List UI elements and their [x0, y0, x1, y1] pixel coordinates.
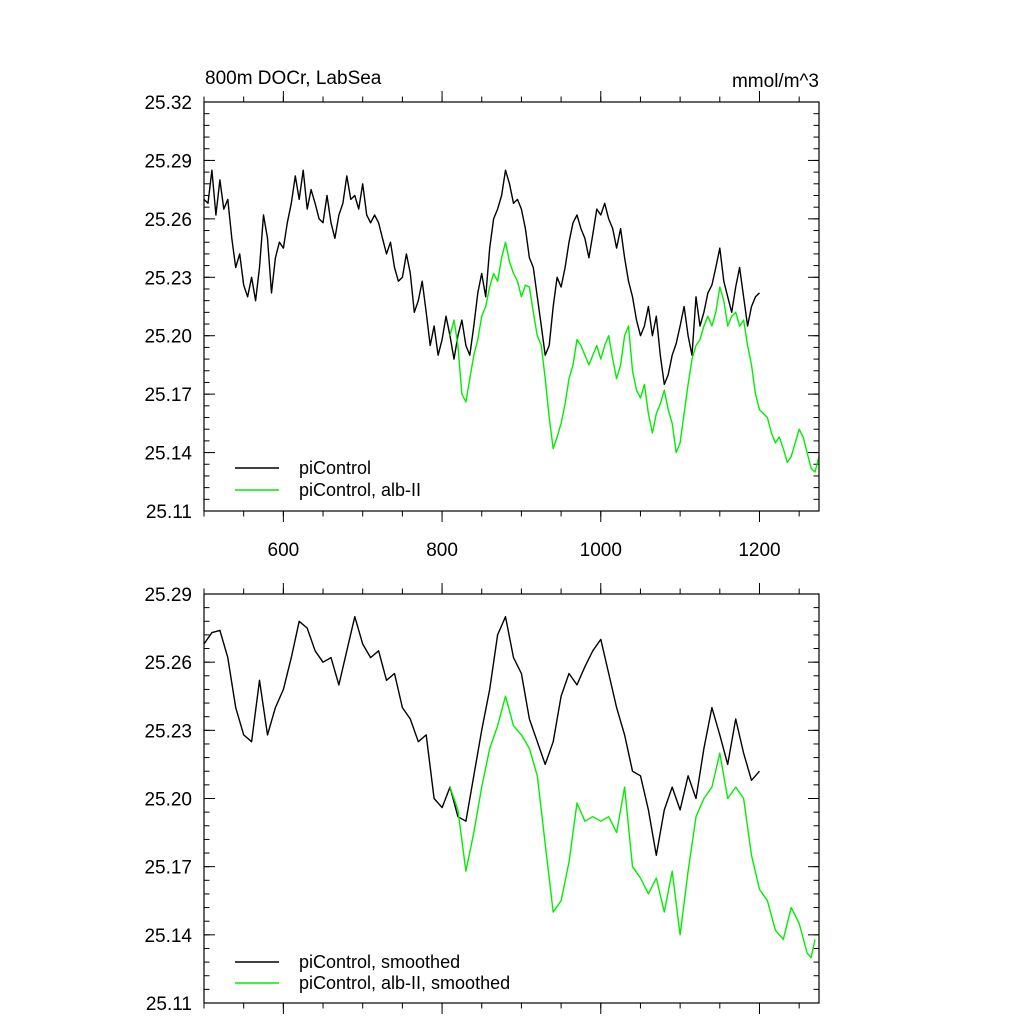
- top-ytick-label: 25.29: [144, 151, 192, 172]
- bottom-legend-label-alb-ii-smoothed: piControl, alb-II, smoothed: [299, 973, 510, 993]
- bottom-plot-frame: [203, 593, 820, 1004]
- top-panel-title: 800m DOCr, LabSea: [205, 68, 382, 89]
- top-plot-frame: [203, 101, 820, 512]
- top-xtick-label: 800: [426, 540, 458, 561]
- bottom-series-line-picontrol-smoothed: [203, 616, 761, 856]
- bottom-ytick-label: 25.17: [144, 858, 192, 879]
- bottom-ytick-label: 25.20: [144, 790, 192, 811]
- bottom-series-line-picontrol-alb-ii-smoothed: [449, 695, 816, 959]
- top-x-tick-labels: 600 800 1000 1200: [268, 540, 781, 561]
- top-ytick-label: 25.26: [144, 210, 192, 231]
- top-y-tick-labels: 25.11 25.14 25.17 25.20 25.23 25.26 25.29 25.32: [144, 93, 192, 523]
- bottom-ytick-label: 25.29: [144, 585, 192, 606]
- top-legend: piControl piControl, alb-II: [235, 458, 421, 500]
- top-ticks: [203, 91, 819, 522]
- top-series-line-picontrol-alb-ii: [449, 241, 820, 473]
- top-legend-label-alb-ii: piControl, alb-II: [299, 480, 421, 500]
- top-xtick-label: 1200: [738, 540, 780, 561]
- top-panel: 800m DOCr, LabSea mmol/m^3 25.1125.1425.…: [144, 68, 820, 561]
- bottom-ytick-label: 25.11: [146, 994, 192, 1015]
- bottom-legend: piControl, smoothed piControl, alb-II, s…: [235, 952, 510, 993]
- top-series-line-picontrol: [203, 169, 760, 386]
- top-legend-label-picontrol: piControl: [299, 458, 371, 478]
- bottom-panel: 25.11 25.14 25.17 25.20 25.23 25.26 25.29 piCo…: [144, 583, 820, 1015]
- top-xtick-label: 1000: [580, 540, 622, 561]
- top-ytick-label: 25.32: [144, 93, 192, 114]
- bottom-series-lines: [203, 616, 816, 959]
- top-xtick-label: 600: [268, 540, 300, 561]
- top-series-lines: [203, 169, 820, 473]
- top-ytick-label: 25.20: [144, 327, 192, 348]
- bottom-legend-label-smoothed: piControl, smoothed: [299, 952, 460, 972]
- bottom-ytick-label: 25.14: [144, 926, 192, 947]
- top-ytick-label: 25.23: [144, 268, 192, 289]
- bottom-ytick-label: 25.23: [144, 721, 192, 742]
- top-ytick-label: 25.11: [146, 502, 192, 523]
- top-panel-units: mmol/m^3: [732, 71, 819, 92]
- top-ytick-label: 25.14: [144, 444, 192, 465]
- bottom-ytick-label: 25.26: [144, 653, 192, 674]
- bottom-y-tick-labels: 25.11 25.14 25.17 25.20 25.23 25.26 25.29: [144, 585, 192, 1015]
- top-ytick-label: 25.17: [144, 385, 192, 406]
